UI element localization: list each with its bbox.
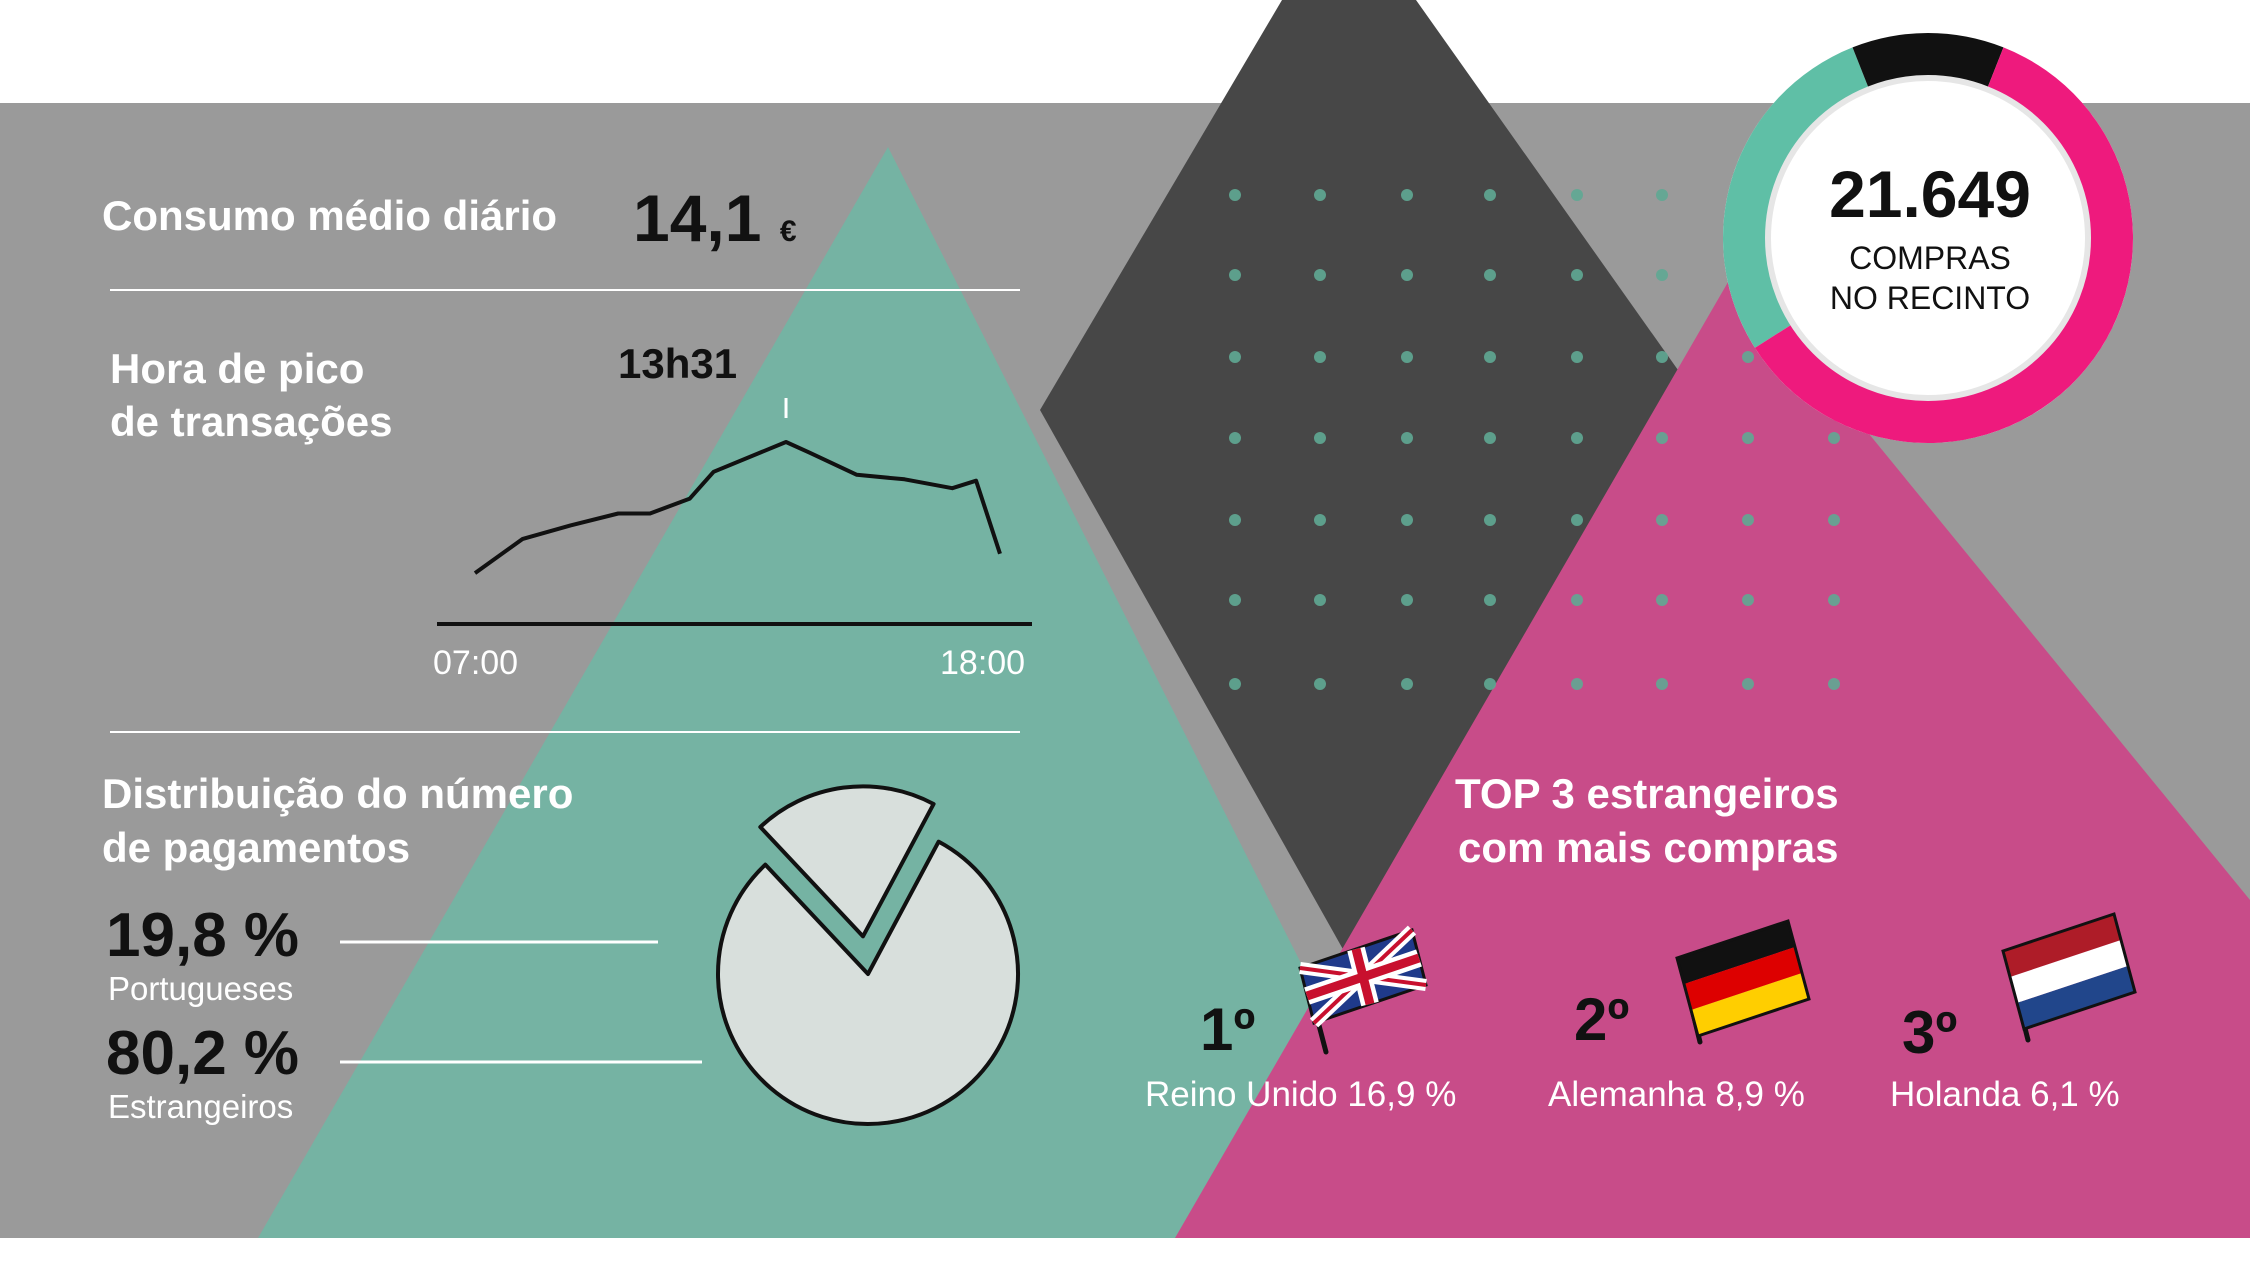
ring-center	[1768, 78, 2088, 398]
transactions-line-chart	[437, 398, 1032, 626]
compras-line2: NO RECINTO	[1829, 280, 2031, 316]
compras-value: 21.649	[1829, 157, 2031, 231]
consumo-unit: €	[779, 215, 797, 248]
dot-2-1	[1314, 351, 1326, 363]
dot-5-3	[1484, 594, 1496, 606]
dot-6-5	[1656, 678, 1668, 690]
uk-flag-icon	[1298, 925, 1428, 1055]
dot-5-6	[1742, 594, 1754, 606]
rank-1: 1º	[1200, 996, 1256, 1063]
dot-0-1	[1314, 189, 1326, 201]
payments-pie-chart	[716, 784, 1020, 1126]
dot-2-2	[1401, 351, 1413, 363]
dot-6-0	[1229, 678, 1241, 690]
dot-6-4	[1571, 678, 1583, 690]
dot-0-2	[1401, 189, 1413, 201]
dot-2-5	[1656, 351, 1668, 363]
dot-2-0	[1229, 351, 1241, 363]
germany-flag-icon	[1675, 919, 1811, 1045]
ring-segment-1	[1852, 33, 2004, 90]
dot-6-6	[1742, 678, 1754, 690]
top3-title-line1: TOP 3 estrangeiros	[1455, 770, 1839, 817]
pie-slice-estrangeiros	[716, 839, 1020, 1126]
dot-2-4	[1571, 351, 1583, 363]
dot-4-7	[1828, 514, 1840, 526]
dot-5-5	[1656, 594, 1668, 606]
dot-1-1	[1314, 269, 1326, 281]
dot-3-7	[1828, 432, 1840, 444]
dot-0-5	[1656, 189, 1668, 201]
top3-title-line2: com mais compras	[1458, 824, 1839, 871]
dot-5-7	[1828, 594, 1840, 606]
dot-0-3	[1484, 189, 1496, 201]
dot-6-3	[1484, 678, 1496, 690]
dot-3-6	[1742, 432, 1754, 444]
dot-4-3	[1484, 514, 1496, 526]
dot-2-6	[1742, 351, 1754, 363]
dot-4-4	[1571, 514, 1583, 526]
portugueses-label: Portugueses	[108, 970, 294, 1007]
dot-6-1	[1314, 678, 1326, 690]
dot-1-2	[1401, 269, 1413, 281]
dot-5-1	[1314, 594, 1326, 606]
dot-6-2	[1401, 678, 1413, 690]
green-triangle	[258, 147, 1440, 1238]
peak-label: 13h31	[618, 340, 738, 387]
ring-segment-0	[1722, 47, 1870, 348]
pie-slice-portugueses	[758, 784, 936, 939]
dot-1-4	[1571, 269, 1583, 281]
dot-3-3	[1484, 432, 1496, 444]
dot-4-2	[1401, 514, 1413, 526]
dot-6-7	[1828, 678, 1840, 690]
dot-5-4	[1571, 594, 1583, 606]
dot-4-1	[1314, 514, 1326, 526]
dot-3-0	[1229, 432, 1241, 444]
dot-3-4	[1571, 432, 1583, 444]
portugueses-value: 19,8 %	[106, 901, 300, 970]
rank-2: 2º	[1574, 986, 1630, 1053]
estrangeiros-value: 80,2 %	[106, 1019, 300, 1088]
transactions-series-line	[473, 440, 1002, 575]
dot-3-2	[1401, 432, 1413, 444]
consumo-label: Consumo médio diário	[102, 192, 558, 239]
dot-1-0	[1229, 269, 1241, 281]
country-1: Reino Unido 16,9 %	[1145, 1075, 1457, 1114]
dot-5-2	[1401, 594, 1413, 606]
dot-2-3	[1484, 351, 1496, 363]
dot-1-5	[1656, 269, 1668, 281]
x-tick-start: 07:00	[433, 644, 519, 682]
dot-0-4	[1571, 189, 1583, 201]
dot-3-5	[1656, 432, 1668, 444]
dot-4-0	[1229, 514, 1241, 526]
x-tick-end: 18:00	[940, 644, 1026, 682]
dot-1-3	[1484, 269, 1496, 281]
pico-label-line2: de transações	[110, 398, 393, 445]
pink-triangle	[1175, 270, 2250, 1238]
country-3: Holanda 6,1 %	[1890, 1075, 2120, 1114]
estrangeiros-label: Estrangeiros	[108, 1088, 294, 1125]
compras-line1: COMPRAS	[1849, 240, 2011, 276]
netherlands-flag-icon	[2001, 912, 2137, 1043]
compras-ring	[1722, 33, 2133, 444]
dot-3-1	[1314, 432, 1326, 444]
distribuicao-title-line2: de pagamentos	[102, 824, 411, 871]
country-2: Alemanha 8,9 %	[1548, 1075, 1805, 1114]
dot-5-0	[1229, 594, 1241, 606]
dot-4-5	[1656, 514, 1668, 526]
consumo-value: 14,1 €	[633, 180, 797, 256]
distribuicao-title-line1: Distribuição do número	[102, 770, 574, 817]
dot-4-6	[1742, 514, 1754, 526]
dot-grid	[1229, 189, 1840, 690]
rank-3: 3º	[1902, 999, 1958, 1066]
dark-diamond	[1040, 0, 1770, 960]
ring-inner-shadow	[1765, 75, 2091, 401]
consumo-number: 14,1	[633, 181, 762, 255]
dot-0-0	[1229, 189, 1241, 201]
pico-label-line1: Hora de pico	[110, 345, 365, 392]
